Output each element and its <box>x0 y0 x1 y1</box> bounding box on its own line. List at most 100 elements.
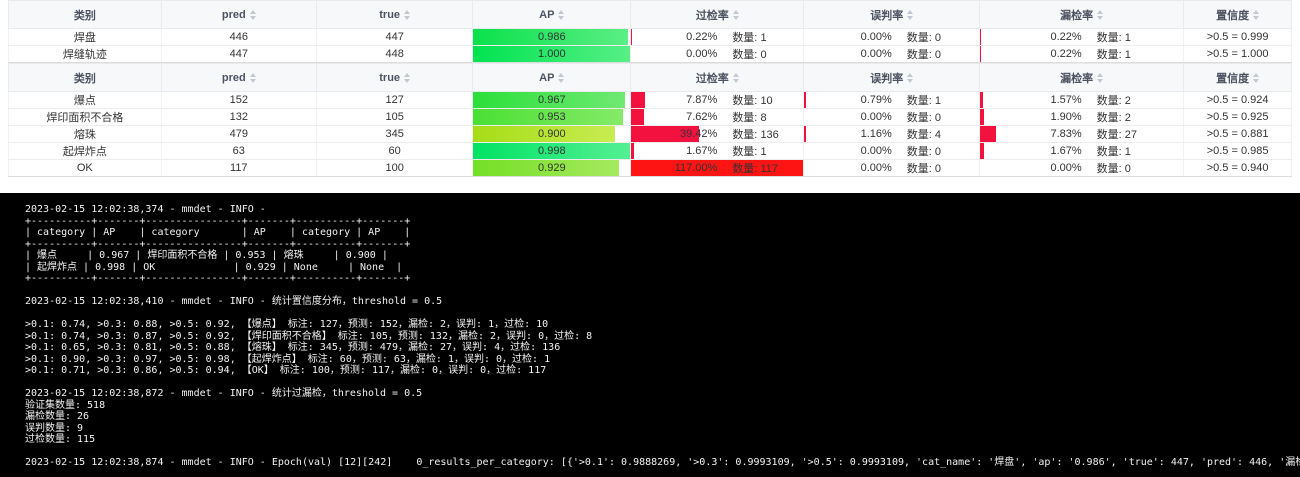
true-cell: 345 <box>316 125 474 143</box>
rate-value: 0.00% <box>860 145 892 157</box>
table-row: 熔珠 479 345 0.900 39.42% 数量: 136 1.16% 数量: … <box>8 125 1292 143</box>
rate-value: 0.00% <box>860 48 892 60</box>
col-header-overkill[interactable]: 过检率 <box>630 63 805 92</box>
col-header-true[interactable]: true <box>316 63 474 92</box>
category-cell: 爆点 <box>8 91 162 109</box>
sort-icon[interactable] <box>1253 72 1260 83</box>
sort-icon[interactable] <box>1097 72 1104 83</box>
confidence-cell: >0.5 = 0.940 <box>1183 159 1292 177</box>
col-header-overkill[interactable]: 过检率 <box>630 0 805 29</box>
rate-value: 0.22% <box>686 31 718 43</box>
sort-icon[interactable] <box>732 9 739 20</box>
col-label: pred <box>221 8 246 21</box>
col-header-confidence[interactable]: 置信度 <box>1183 63 1292 92</box>
overkill-bar <box>631 109 645 125</box>
col-header-misjudge[interactable]: 误判率 <box>803 63 981 92</box>
count-value: 数量: 2 <box>1096 112 1131 124</box>
confidence-cell: >0.5 = 0.985 <box>1183 142 1292 160</box>
confidence-cell: >0.5 = 0.999 <box>1183 28 1292 46</box>
count-value: 数量: 0 <box>906 163 942 175</box>
ap-value: 0.998 <box>538 145 566 157</box>
overkill-bar <box>631 143 635 159</box>
ap-cell: 0.929 <box>472 159 632 177</box>
true-cell: 60 <box>316 142 474 160</box>
missdetect-cell: 1.67% 数量: 1 <box>979 142 1185 160</box>
table-row: OK 117 100 0.929 117.00% 数量: 117 0.00% 数量:… <box>8 159 1292 177</box>
ap-cell: 0.953 <box>472 108 632 126</box>
count-value: 数量: 0 <box>1096 163 1131 175</box>
sort-icon[interactable] <box>249 9 256 20</box>
count-value: 数量: 8 <box>732 112 767 124</box>
col-header-category: 类别 <box>8 0 162 29</box>
pred-cell: 446 <box>161 28 317 46</box>
count-value: 数量: 1 <box>906 95 942 107</box>
count-value: 数量: 1 <box>1096 49 1131 61</box>
col-header-missdetect[interactable]: 漏检率 <box>979 63 1185 92</box>
count-value: 数量: 2 <box>1096 95 1131 107</box>
col-header-pred[interactable]: pred <box>161 0 317 29</box>
misjudge-cell: 0.00% 数量: 0 <box>803 45 981 63</box>
true-cell: 105 <box>316 108 474 126</box>
count-value: 数量: 136 <box>732 129 779 141</box>
rate-value: 0.00% <box>860 111 892 123</box>
true-cell: 100 <box>316 159 474 177</box>
pred-cell: 117 <box>161 159 317 177</box>
confidence-cell: >0.5 = 0.925 <box>1183 108 1292 126</box>
overkill-cell: 117.00% 数量: 117 <box>630 159 805 177</box>
col-label: 漏检率 <box>1060 72 1094 85</box>
count-value: 数量: 0 <box>732 49 767 61</box>
sort-icon[interactable] <box>732 72 739 83</box>
col-label: 误判率 <box>870 9 904 22</box>
overkill-cell: 1.67% 数量: 1 <box>630 142 805 160</box>
ap-value: 0.967 <box>538 94 566 106</box>
ap-bar <box>473 29 629 45</box>
sort-icon[interactable] <box>907 9 914 20</box>
category-cell: 焊盘 <box>8 28 162 46</box>
overkill-cell: 7.62% 数量: 8 <box>630 108 805 126</box>
ap-bar <box>473 109 623 125</box>
terminal-log: 2023-02-15 12:02:38,374 - mmdet - INFO -… <box>0 193 1300 477</box>
sort-icon[interactable] <box>558 9 565 20</box>
col-label: pred <box>221 71 246 84</box>
ap-value: 0.900 <box>538 128 566 140</box>
col-header-misjudge[interactable]: 误判率 <box>803 0 981 29</box>
sort-icon[interactable] <box>404 9 411 20</box>
count-value: 数量: 0 <box>906 32 942 44</box>
col-header-ap[interactable]: AP <box>472 0 632 29</box>
col-label: 类别 <box>73 9 96 22</box>
missdetect-bar <box>980 143 984 159</box>
sort-icon[interactable] <box>1097 9 1104 20</box>
confidence-cell: >0.5 = 1.000 <box>1183 45 1292 63</box>
col-label: 过检率 <box>695 72 729 85</box>
pred-cell: 447 <box>161 45 317 63</box>
rate-value: 1.90% <box>1050 111 1082 123</box>
col-header-true[interactable]: true <box>316 0 474 29</box>
misjudge-cell: 0.00% 数量: 0 <box>803 142 981 160</box>
col-header-missdetect[interactable]: 漏检率 <box>979 0 1185 29</box>
sort-icon[interactable] <box>1253 9 1260 20</box>
col-header-ap[interactable]: AP <box>472 63 632 92</box>
col-header-pred[interactable]: pred <box>161 63 317 92</box>
count-value: 数量: 117 <box>732 163 778 175</box>
rate-value: 1.16% <box>860 128 892 140</box>
ap-bar <box>473 46 630 62</box>
count-value: 数量: 1 <box>732 146 767 158</box>
sort-icon[interactable] <box>907 72 914 83</box>
rate-value: 0.00% <box>1050 162 1082 174</box>
col-header-confidence[interactable]: 置信度 <box>1183 0 1292 29</box>
missdetect-bar <box>980 92 984 108</box>
sort-icon[interactable] <box>249 72 256 83</box>
col-label: AP <box>539 71 555 84</box>
count-value: 数量: 10 <box>732 95 773 107</box>
category-cell: 熔珠 <box>8 125 162 143</box>
sort-icon[interactable] <box>404 72 411 83</box>
rate-value: 1.67% <box>686 145 718 157</box>
overkill-bar <box>631 126 700 142</box>
col-label: 类别 <box>73 72 96 85</box>
table-row: 焊盘 446 447 0.986 0.22% 数量: 1 0.00% 数量: 0 0… <box>8 28 1292 46</box>
overkill-bar <box>631 160 803 176</box>
col-label: AP <box>539 8 555 21</box>
count-value: 数量: 1 <box>1096 146 1131 158</box>
true-cell: 127 <box>316 91 474 109</box>
sort-icon[interactable] <box>558 72 565 83</box>
